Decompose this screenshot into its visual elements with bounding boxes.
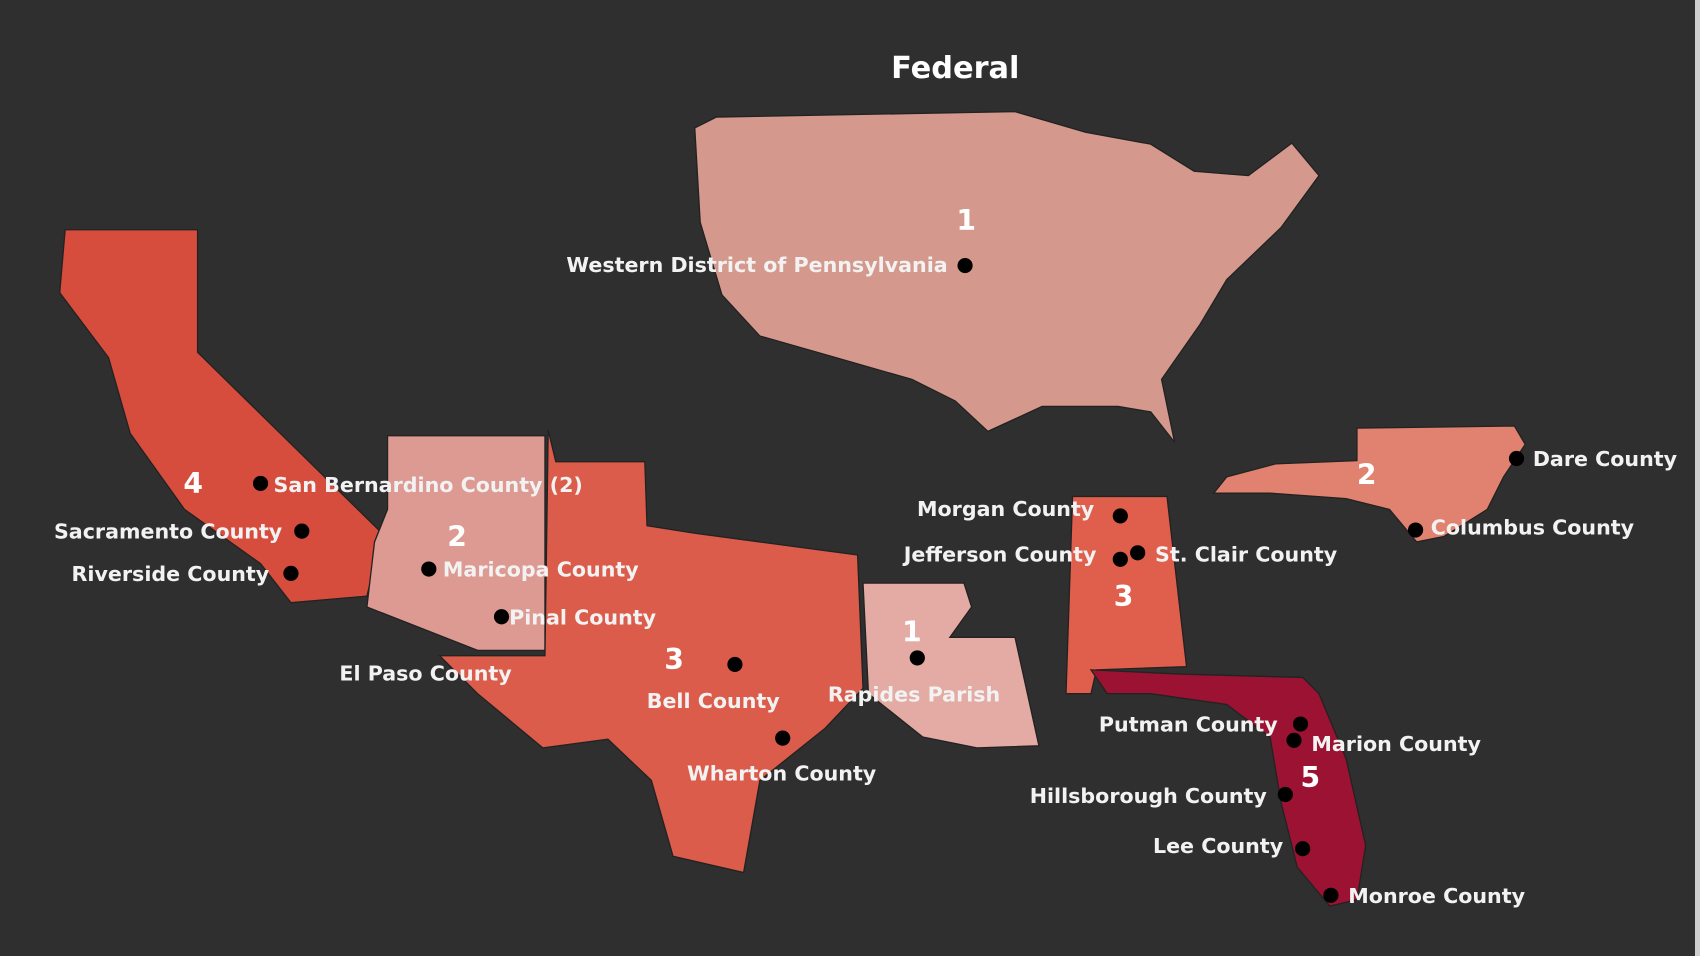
arizona-shape[interactable] xyxy=(366,435,546,651)
location-dot[interactable] xyxy=(775,730,791,746)
louisiana-count: 1 xyxy=(902,616,922,649)
federal-count: 1 xyxy=(956,204,976,237)
alabama-count: 3 xyxy=(1114,580,1134,613)
location-label: Monroe County xyxy=(1348,884,1525,908)
location-dot[interactable] xyxy=(1407,522,1424,538)
location-label: Lee County xyxy=(1153,834,1284,858)
location-dot[interactable] xyxy=(493,609,510,625)
texas-count: 3 xyxy=(664,643,684,676)
location-label: Jefferson County xyxy=(902,542,1097,566)
location-label: Putman County xyxy=(1099,713,1278,737)
location-label: Morgan County xyxy=(917,497,1095,521)
california-shape[interactable] xyxy=(59,229,383,604)
location-label: Sacramento County xyxy=(54,520,283,544)
location-dot[interactable] xyxy=(1508,450,1525,467)
region-alabama[interactable]: 3 xyxy=(1065,495,1188,695)
location-label: Rapides Parish xyxy=(828,682,1000,706)
location-dot[interactable] xyxy=(1323,887,1339,903)
location-label: Bell County xyxy=(647,689,780,713)
location-label: Marion County xyxy=(1311,732,1481,756)
location-label: Maricopa County xyxy=(443,558,639,582)
location-label: Columbus County xyxy=(1431,515,1635,539)
region-federal[interactable]: 1 Western District of Pennsylvania xyxy=(566,110,1320,443)
location-label: Western District of Pennsylvania xyxy=(566,253,947,277)
north-carolina-count: 2 xyxy=(1357,459,1377,492)
location-label: Hillsborough County xyxy=(1030,784,1268,808)
map-title: Federal xyxy=(891,51,1019,86)
location-dot[interactable] xyxy=(909,650,925,666)
location-dot[interactable] xyxy=(727,656,743,673)
location-label: Riverside County xyxy=(72,562,270,586)
florida-count: 5 xyxy=(1300,761,1320,794)
federal-shape[interactable] xyxy=(694,110,1320,443)
location-label: Pinal County xyxy=(509,605,656,629)
arizona-count: 2 xyxy=(447,520,467,553)
location-dot[interactable] xyxy=(1286,732,1302,748)
location-dot[interactable] xyxy=(1112,508,1128,524)
location-dot[interactable] xyxy=(1112,551,1128,567)
location-dot[interactable] xyxy=(252,475,269,492)
region-texas[interactable]: 3 xyxy=(438,430,864,874)
window-edge xyxy=(1695,0,1700,956)
location-label: El Paso County xyxy=(339,662,512,686)
location-dot[interactable] xyxy=(1130,545,1146,561)
location-dot[interactable] xyxy=(421,561,437,577)
california-count: 4 xyxy=(183,467,203,500)
location-dot[interactable] xyxy=(283,565,299,581)
location-markers: San Bernardino County (2) Sacramento Cou… xyxy=(54,447,1678,908)
location-dot[interactable] xyxy=(957,257,973,274)
texas-shape[interactable] xyxy=(438,430,864,874)
location-label: Dare County xyxy=(1533,447,1678,471)
region-arizona[interactable]: 2 xyxy=(366,435,546,651)
location-dot[interactable] xyxy=(1295,841,1311,857)
location-dot[interactable] xyxy=(1277,786,1293,803)
location-dot[interactable] xyxy=(294,523,310,539)
location-label: Wharton County xyxy=(687,761,877,785)
louisiana-shape[interactable] xyxy=(862,582,1040,749)
location-label: St. Clair County xyxy=(1155,542,1338,566)
region-louisiana[interactable]: 1 xyxy=(862,582,1040,749)
location-dot[interactable] xyxy=(1292,716,1309,732)
location-label: San Bernardino County (2) xyxy=(274,473,583,497)
region-california[interactable]: 4 xyxy=(59,229,383,604)
